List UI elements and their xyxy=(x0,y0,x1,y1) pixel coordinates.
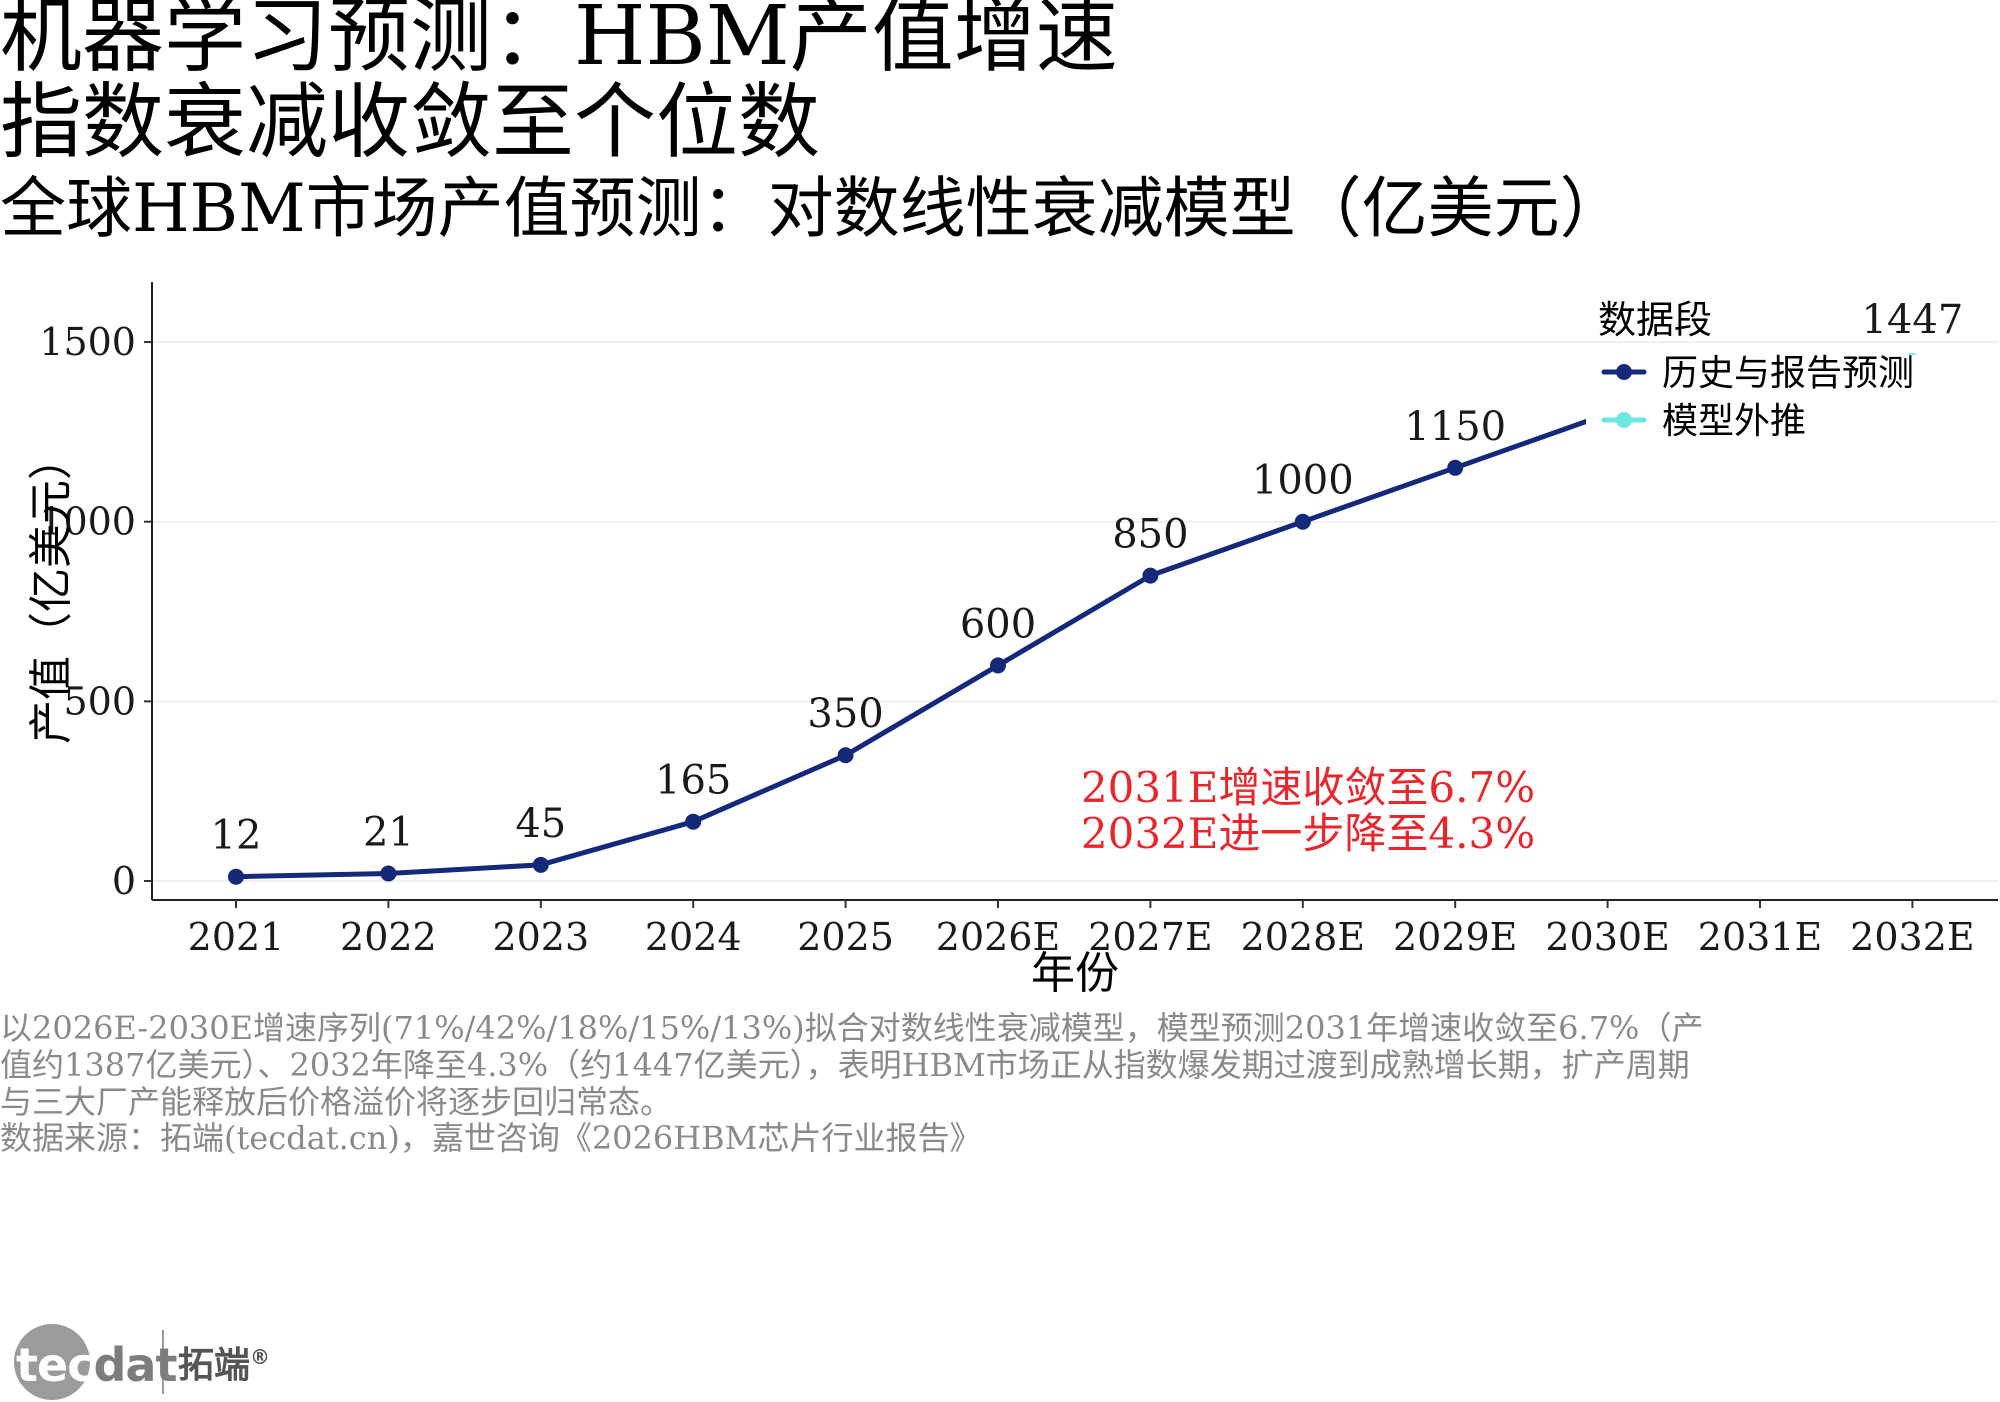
x-tick-label: 2021 xyxy=(188,915,285,959)
annotation-line-1: 2032E进一步降至4.3% xyxy=(1081,809,1535,858)
data-point-2026E xyxy=(990,657,1006,674)
data-label-layer: 1221451653506008501000115011447 xyxy=(211,297,1964,859)
x-tick-label: 2032E xyxy=(1850,915,1974,959)
data-label-2023: 45 xyxy=(515,801,566,847)
chart-subtitle: 全球HBM市场产值预测：对数线性衰减模型（亿美元） xyxy=(0,170,1626,247)
logo-divider xyxy=(162,1330,164,1394)
legend-label-1: 模型外推 xyxy=(1662,401,1806,442)
x-tick-label: 2030E xyxy=(1545,915,1669,959)
y-tick-label: 500 xyxy=(63,679,136,723)
data-label-2027E: 850 xyxy=(1112,512,1188,558)
data-point-2021 xyxy=(228,868,244,885)
x-tick-label: 2031E xyxy=(1698,915,1822,959)
legend-label-0: 历史与报告预测 xyxy=(1662,353,1914,394)
legend-title: 数据段 xyxy=(1598,298,1712,342)
axis-layer: 0 500 1000 1500 2021 2022 2023 2024 2025 2026E 202… xyxy=(26,282,1998,999)
chart-title: 机器学习预测：HBM产值增速 指数衰减收敛至个位数 xyxy=(0,0,1118,170)
logo-chinese-name: 拓端® xyxy=(178,1345,271,1386)
data-label-2025: 350 xyxy=(807,691,883,737)
data-label-2026E: 600 xyxy=(960,601,1036,647)
data-label-2021: 12 xyxy=(211,813,262,859)
annotation: 2031E增速收敛至6.7%2032E进一步降至4.3% xyxy=(1081,763,1535,858)
data-label-2029E: 1150 xyxy=(1404,404,1506,450)
data-source: 数据来源：拓端(tecdat.cn)，嘉世咨询《2026HBM芯片行业报告》 xyxy=(0,1119,982,1157)
legend-key-point-1 xyxy=(1616,412,1632,428)
y-tick-label: 0 xyxy=(112,859,136,903)
logo-circle-icon: tecdat xyxy=(14,1324,177,1400)
x-tick-label: 2027E xyxy=(1088,915,1212,959)
data-point-2028E xyxy=(1294,513,1311,530)
chart-caption: 以2026E-2030E增速序列(71%/42%/18%/15%/13%)拟合对… xyxy=(0,1009,1704,1121)
y-axis-title: 产值（亿美元） xyxy=(26,436,77,744)
data-label-2024: 165 xyxy=(655,758,731,804)
x-tick-label: 2028E xyxy=(1241,915,1365,959)
data-point-2029E xyxy=(1447,459,1464,476)
x-tick-label: 2023 xyxy=(492,915,589,959)
data-point-2025 xyxy=(837,747,854,764)
legend-key-point-0 xyxy=(1616,364,1632,380)
series-line-0 xyxy=(233,411,1611,880)
line-chart: 0 500 1000 1500 2021 2022 2023 2024 2025 2026E 202… xyxy=(26,282,1998,999)
y-tick-label: 1500 xyxy=(39,320,136,364)
data-label-2022: 21 xyxy=(363,809,414,855)
data-label-2032E: 1447 xyxy=(1862,297,1964,343)
legend-background xyxy=(1586,355,1966,441)
data-point-2023 xyxy=(532,856,549,873)
tecdat-logo: tecdat 拓端® xyxy=(14,1322,270,1402)
data-point-2027E xyxy=(1142,567,1159,584)
grid-layer xyxy=(152,341,1998,882)
y-tick-label: 1000 xyxy=(39,500,136,544)
x-axis-title: 年份 xyxy=(1031,948,1119,999)
x-tick-label: 2025 xyxy=(797,915,894,959)
data-point-2024 xyxy=(685,813,702,830)
x-tick-label: 2022 xyxy=(340,915,437,959)
x-tick-label: 2026E xyxy=(936,915,1060,959)
data-label-2028E: 1000 xyxy=(1252,458,1354,504)
x-tick-label: 2029E xyxy=(1393,915,1517,959)
annotation-line-0: 2031E增速收敛至6.7% xyxy=(1081,763,1535,812)
x-tick-label: 2024 xyxy=(645,915,742,959)
logo-wordmark: tecdat xyxy=(16,1338,177,1392)
data-point-2022 xyxy=(380,865,397,882)
